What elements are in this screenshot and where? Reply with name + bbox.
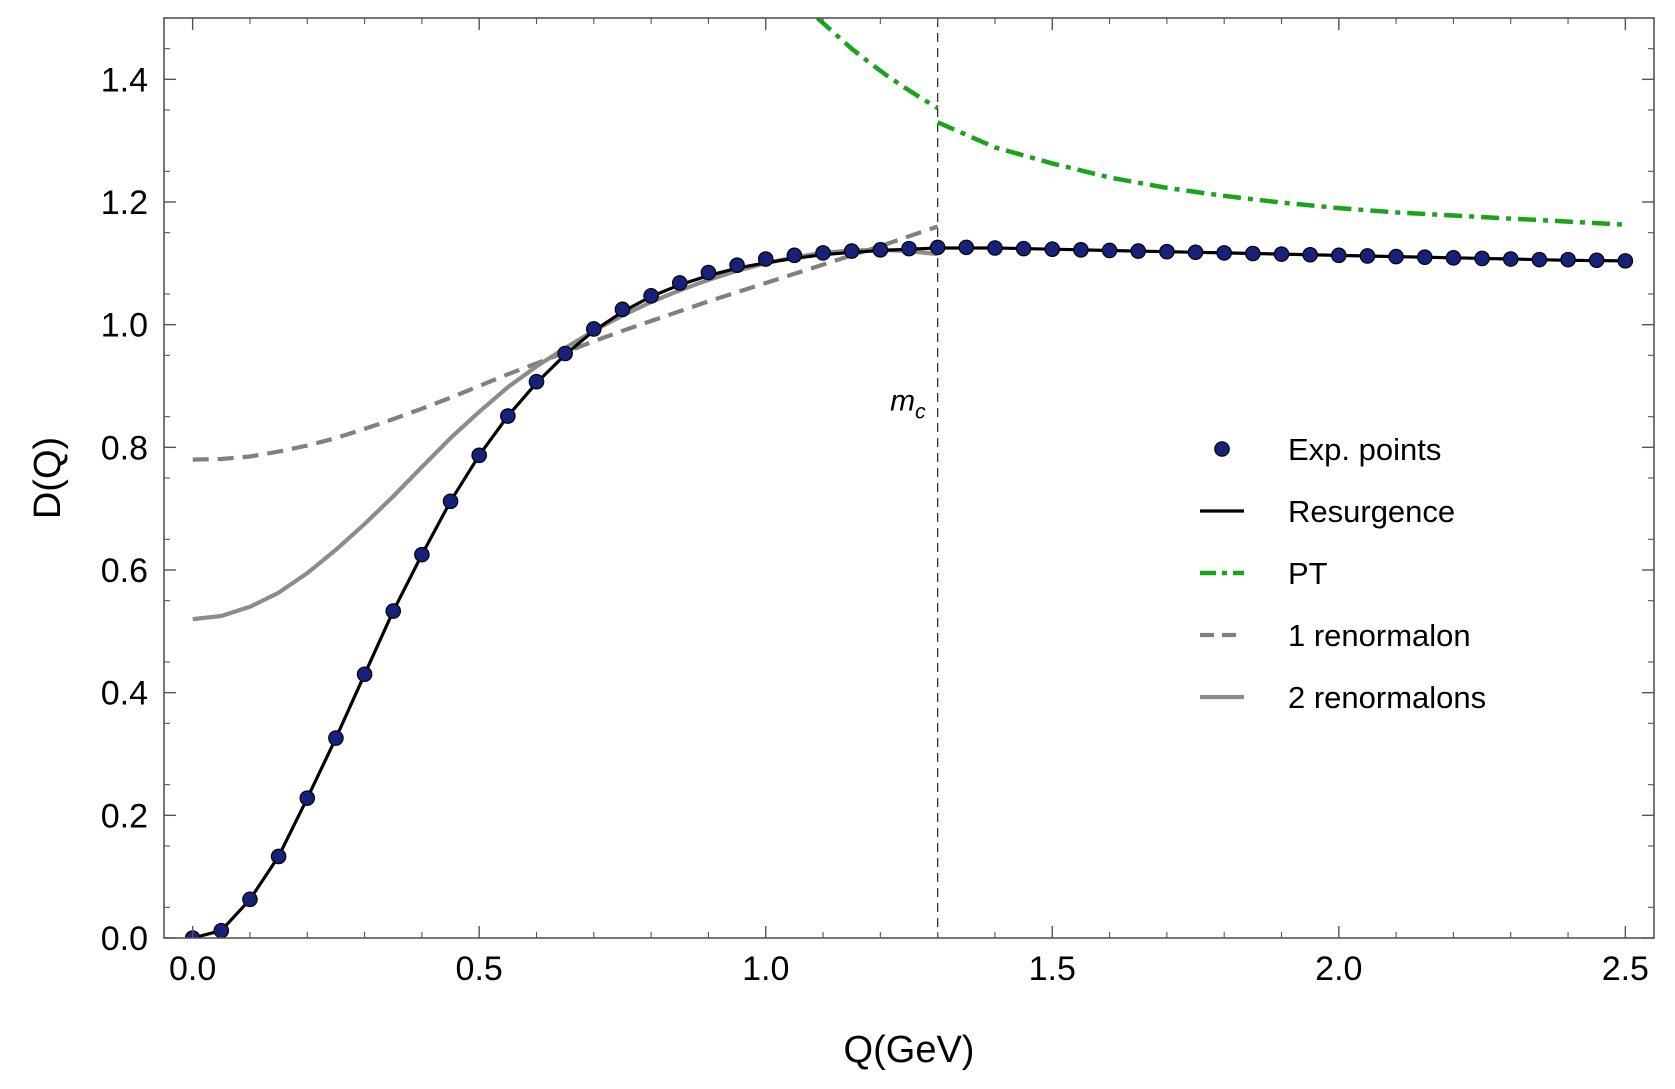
exp-points-point — [1331, 247, 1347, 264]
annotations: mc — [890, 384, 926, 423]
plot-series — [184, 18, 1634, 938]
exp-points-point — [929, 239, 946, 256]
exp-points-point — [1531, 251, 1548, 268]
exp-points-point — [815, 245, 831, 261]
exp-points-point — [1273, 246, 1290, 262]
exp-points-point — [643, 288, 659, 304]
y-tick-label: 1.0 — [101, 307, 148, 345]
exp-points-point — [1359, 248, 1376, 264]
exp-points-point — [442, 493, 459, 510]
exp-points-point — [1445, 250, 1462, 266]
exp-points-point — [671, 275, 688, 291]
pt-line-segment-1 — [815, 18, 939, 111]
legend-2-renormalons-label: 2 renormalons — [1288, 680, 1486, 715]
legend-resurgence-label: Resurgence — [1288, 494, 1455, 529]
exp-points-point — [987, 240, 1003, 256]
exp-points-point — [1388, 248, 1404, 265]
exp-points-point — [843, 243, 860, 259]
exp-points-point — [500, 408, 516, 424]
y-tick-label: 1.2 — [101, 184, 148, 222]
exp-points-point — [270, 848, 287, 865]
exp-points-point — [1015, 240, 1032, 257]
exp-points-point — [213, 922, 230, 938]
exp-points-point — [1474, 250, 1490, 267]
exp-points-point — [1216, 245, 1232, 261]
y-tick-label: 0.6 — [101, 552, 148, 590]
exp-points-point — [1302, 246, 1318, 263]
exp-points-point — [700, 264, 717, 281]
exp-points-point — [901, 240, 917, 257]
exp-points-point — [1101, 242, 1118, 259]
mc-label: mc — [890, 384, 926, 423]
exp-points-point — [385, 603, 402, 619]
x-axis-title: Q(GeV) — [844, 1029, 975, 1071]
exp-points-point — [872, 242, 889, 258]
exp-points-point — [729, 257, 745, 273]
exp-points-point — [1502, 251, 1519, 267]
y-tick-label: 0.2 — [101, 797, 148, 835]
pt-line-segment-2 — [936, 120, 1626, 227]
exp-points-point — [528, 373, 545, 390]
exp-points-point — [1588, 252, 1605, 269]
exp-points-point — [299, 790, 316, 806]
x-tick-label: 2.5 — [1602, 950, 1649, 988]
exp-points-point — [1245, 245, 1261, 262]
y-tick-label: 0.8 — [101, 429, 148, 467]
exp-points-point — [356, 666, 373, 683]
exp-points-point — [1187, 244, 1204, 261]
legend-1-renormalon-label: 1 renormalon — [1288, 618, 1471, 653]
legend-exp-points-label: Exp. points — [1288, 432, 1441, 467]
exp-points-point — [471, 447, 487, 464]
axis-ticks: 0.0 0.5 1.0 1.5 2.0 2.5 0.0 0.2 0.4 0.6 0.8 1.0 1.2 1… — [101, 18, 1654, 988]
exp-points-point — [1416, 249, 1433, 266]
exp-points-point — [586, 321, 602, 337]
exp-points-point — [1159, 243, 1175, 260]
exp-points-point — [757, 251, 774, 267]
y-tick-label: 1.4 — [101, 61, 148, 99]
legend-exp-points-marker — [1214, 441, 1230, 457]
exp-points-point — [1044, 241, 1061, 258]
x-tick-label: 0.0 — [169, 950, 216, 988]
exp-points-point — [786, 247, 803, 264]
y-axis-title: D(Q) — [27, 437, 69, 519]
x-tick-label: 0.5 — [456, 950, 503, 988]
exp-points-point — [1560, 251, 1576, 268]
x-tick-label: 2.0 — [1315, 950, 1362, 988]
exp-points-point — [614, 301, 631, 318]
exp-points-point — [414, 546, 430, 563]
legend-pt-label: PT — [1288, 556, 1328, 591]
y-tick-label: 0.0 — [101, 920, 148, 958]
x-tick-label: 1.0 — [742, 950, 789, 988]
exp-points-point — [557, 345, 573, 362]
y-tick-label: 0.4 — [101, 675, 148, 713]
exp-points-point — [328, 730, 344, 746]
exp-points-point — [1130, 243, 1147, 259]
exp-points-point — [1073, 242, 1089, 258]
exp-points-point — [958, 239, 975, 256]
x-tick-label: 1.5 — [1029, 950, 1076, 988]
exp-points-point — [1617, 253, 1634, 269]
exp-points-point — [242, 891, 258, 908]
legend: Exp. points Resurgence PT 1 renormalon 2 ren… — [1200, 432, 1486, 715]
